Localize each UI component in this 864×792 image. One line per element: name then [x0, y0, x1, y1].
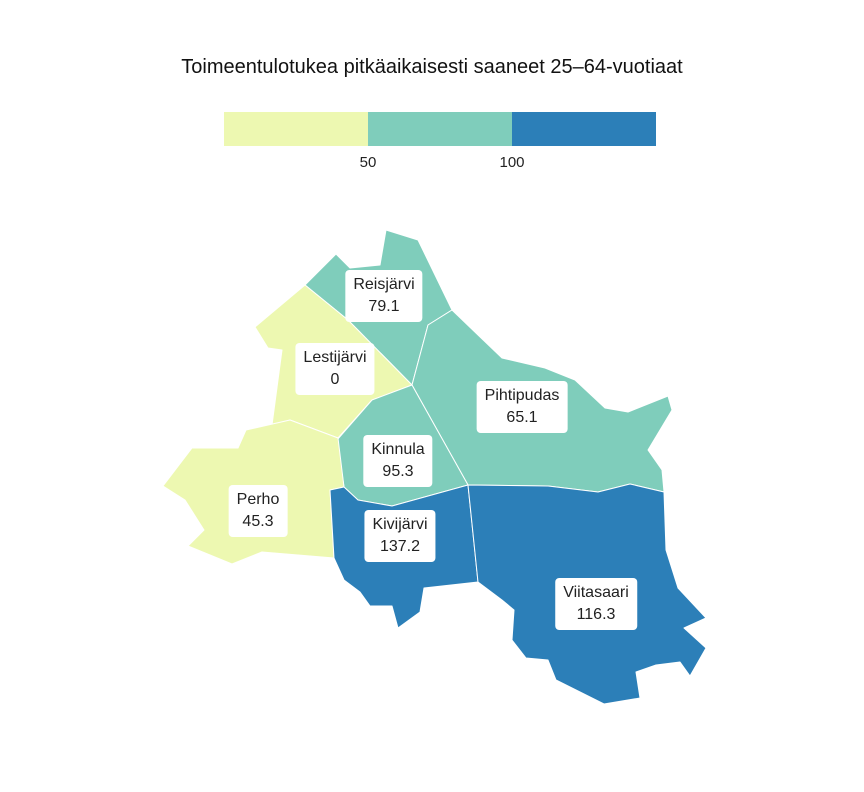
region-value: 45.3	[242, 513, 274, 530]
region-name: Perho	[236, 491, 280, 508]
region-value: 95.3	[382, 463, 414, 480]
region-name: Reisjärvi	[353, 276, 415, 293]
region-value: 65.1	[506, 409, 538, 426]
region-value: 137.2	[379, 538, 421, 555]
color-legend	[224, 112, 656, 146]
region-name: Viitasaari	[563, 584, 629, 601]
region-label-lestijarvi: Lestijärvi 0	[295, 343, 375, 395]
region-value: 0	[330, 371, 340, 388]
region-label-pihtipudas: Pihtipudas 65.1	[476, 381, 568, 433]
legend-swatch-low	[224, 112, 368, 146]
map-title: Toimeentulotukea pitkäaikaisesti saaneet…	[181, 56, 683, 78]
legend-swatch-mid	[368, 112, 512, 146]
region-label-viitasaari: Viitasaari 116.3	[555, 578, 637, 630]
region-value: 116.3	[576, 606, 616, 623]
region-label-kinnula: Kinnula 95.3	[363, 435, 433, 487]
legend-swatch-high	[512, 112, 656, 146]
region-label-reisjarvi: Reisjärvi 79.1	[345, 270, 423, 322]
legend-break-50: 50	[359, 154, 377, 171]
region-name: Pihtipudas	[484, 387, 560, 404]
legend-break-100: 100	[499, 154, 525, 171]
region-name: Kivijärvi	[372, 516, 428, 533]
region-name: Lestijärvi	[303, 349, 367, 366]
region-label-perho: Perho 45.3	[228, 485, 288, 537]
region-name: Kinnula	[371, 441, 425, 458]
region-label-kivijarvi: Kivijärvi 137.2	[364, 510, 436, 562]
region-value: 79.1	[368, 298, 400, 315]
